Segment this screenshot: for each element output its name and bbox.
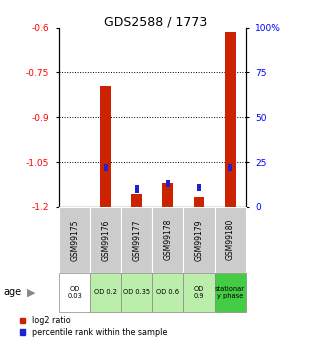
Bar (197, 184, 201, 191)
Bar (183, 273, 215, 312)
Text: GSM99175: GSM99175 (70, 219, 79, 260)
Text: OD 0.2: OD 0.2 (94, 289, 117, 295)
Bar (90, 207, 121, 273)
Bar (131, 194, 142, 207)
Text: age: age (3, 287, 21, 297)
Bar (59, 207, 90, 273)
Text: stationar
y phase: stationar y phase (215, 286, 245, 299)
Bar (104, 164, 108, 171)
Bar (215, 207, 246, 273)
Bar (166, 180, 170, 187)
Text: GSM99176: GSM99176 (101, 219, 110, 260)
Text: GSM99179: GSM99179 (195, 219, 203, 260)
Legend: log2 ratio, percentile rank within the sample: log2 ratio, percentile rank within the s… (20, 316, 167, 337)
Text: ▶: ▶ (27, 287, 35, 297)
Bar (183, 207, 215, 273)
Text: OD 0.35: OD 0.35 (123, 289, 151, 295)
Bar (162, 183, 174, 207)
Bar (152, 207, 183, 273)
Text: GDS2588 / 1773: GDS2588 / 1773 (104, 16, 207, 29)
Bar (121, 207, 152, 273)
Bar (228, 164, 232, 171)
Bar (135, 186, 139, 193)
Text: OD
0.03: OD 0.03 (67, 286, 82, 299)
Bar (225, 32, 236, 207)
Text: GSM99180: GSM99180 (226, 219, 234, 260)
Bar (121, 273, 152, 312)
Bar (193, 197, 205, 207)
Text: GSM99177: GSM99177 (132, 219, 141, 260)
Bar (100, 86, 111, 207)
Text: OD
0.9: OD 0.9 (194, 286, 204, 299)
Text: OD 0.6: OD 0.6 (156, 289, 179, 295)
Bar (59, 273, 90, 312)
Text: GSM99178: GSM99178 (164, 219, 172, 260)
Bar (152, 273, 183, 312)
Bar (90, 273, 121, 312)
Bar (215, 273, 246, 312)
